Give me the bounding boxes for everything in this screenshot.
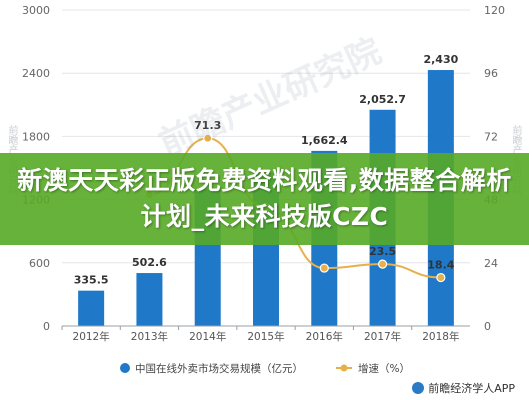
y-right-tick-label: 96 [484,67,498,80]
line-data-label: 23.5 [369,245,396,258]
line-data-label: 71.3 [194,119,221,132]
line-point [203,133,213,143]
bar-data-label: 335.5 [74,274,109,287]
x-tick-label: 2016年 [306,330,343,343]
y-left-tick-label: 600 [29,257,50,270]
x-tick-label: 2012年 [73,330,110,343]
data-labels: 335.5 502.6 1,662.4 2,052.7 2,430 71.3 23.5 18.… [74,53,459,287]
bar-data-label: 1,662.4 [301,134,348,147]
legend-bar-label: 中国在线外卖市场交易规模（亿元） [135,362,303,375]
y-left-tick-label: 1800 [22,130,50,143]
y-left-tick-label: 3000 [22,4,50,17]
y-right-tick-label: 72 [484,130,498,143]
y-right-tick-label: 24 [484,257,498,270]
line-point [319,263,329,273]
bar-data-label: 2,430 [423,53,458,66]
legend[interactable]: 中国在线外卖市场交易规模（亿元） 增速（%） [120,362,410,375]
y-left-tick-label: 2400 [22,67,50,80]
y-left-tick-label: 0 [43,320,50,333]
x-tick-label: 2015年 [247,330,284,343]
bar [78,290,105,326]
footer-watermark-text: 前瞻经济学人APP [428,382,515,395]
y-right-tick-label: 0 [484,320,491,333]
banner-text: 新澳天天彩正版免费资料观看,数据整合解析计划_未来科技版CZC [17,166,512,231]
x-tick-label: 2017年 [364,330,401,343]
app-logo-icon [412,382,425,394]
bar [136,273,163,326]
y-right-tick-label: 120 [484,4,505,17]
legend-line-dot [340,364,348,372]
axes: 006002412004818007224009630001202012年201… [22,4,505,343]
x-tick-label: 2013年 [131,330,168,343]
footer-watermark: 前瞻经济学人APP [412,380,515,396]
x-tick-label: 2014年 [189,330,226,343]
line-point [436,272,446,283]
line-point [377,259,388,269]
bar-data-label: 2,052.7 [359,93,406,106]
line-data-label: 18.4 [427,259,454,272]
x-tick-label: 2018年 [422,330,459,343]
legend-bar-marker [120,363,130,373]
overlay-banner: 新澳天天彩正版免费资料观看,数据整合解析计划_未来科技版CZC [0,153,529,245]
bar-data-label: 502.6 [132,256,167,269]
legend-line-label: 增速（%） [358,362,410,375]
